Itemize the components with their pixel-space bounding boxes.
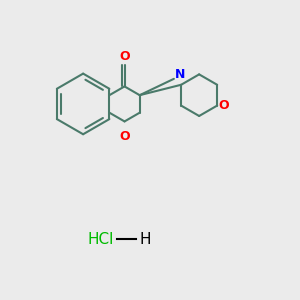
Text: O: O bbox=[119, 130, 130, 143]
Text: H: H bbox=[140, 232, 151, 247]
Text: O: O bbox=[119, 50, 130, 63]
Text: O: O bbox=[218, 99, 229, 112]
Text: HCl: HCl bbox=[88, 232, 114, 247]
Text: N: N bbox=[174, 68, 185, 81]
